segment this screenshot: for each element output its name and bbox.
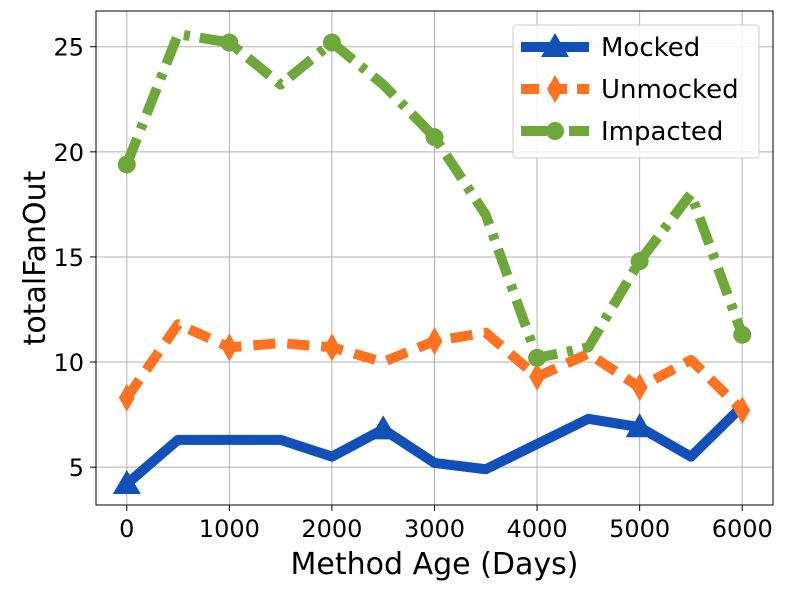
axis-ticks: 0 1000 2000 3000 4000 5000 6000 5 10 15 20 25 (53, 34, 772, 543)
legend: Mocked Unmocked Impacted (512, 24, 760, 159)
data-point (631, 373, 648, 402)
legend-marker (541, 33, 569, 57)
data-point (425, 128, 444, 147)
y-tick-label: 10 (53, 349, 84, 377)
data-point (118, 383, 135, 412)
series-mocked (112, 402, 746, 494)
y-tick-label: 20 (53, 139, 84, 167)
legend-marker (547, 75, 563, 103)
data-point (323, 333, 340, 362)
x-tick-label: 6000 (712, 515, 773, 543)
series-unmocked (118, 319, 751, 425)
data-point (625, 413, 654, 438)
data-point (733, 325, 752, 344)
legend-label: Unmocked (601, 75, 739, 105)
legend-box (512, 24, 760, 159)
data-point (528, 348, 547, 367)
series-impacted (117, 29, 752, 367)
x-tick-label: 3000 (404, 515, 465, 543)
y-axis-label: totalFanOut (18, 170, 53, 345)
legend-label: Impacted (601, 117, 723, 147)
data-point (369, 415, 398, 440)
data-point (630, 252, 649, 271)
legend-marker (546, 122, 564, 140)
x-tick-label: 4000 (507, 515, 568, 543)
legend-label: Mocked (601, 33, 700, 63)
x-axis-label: Method Age (Days) (291, 547, 579, 582)
x-tick-label: 2000 (301, 515, 362, 543)
series-layer (112, 29, 752, 494)
x-tick-label: 5000 (609, 515, 670, 543)
data-point (734, 396, 751, 425)
data-point (322, 33, 341, 52)
y-tick-label: 25 (53, 34, 84, 62)
legend-item-mocked: Mocked (521, 33, 700, 63)
y-tick-label: 15 (53, 244, 84, 272)
data-point (112, 469, 141, 494)
x-tick-label: 1000 (199, 515, 260, 543)
x-tick-label: 0 (119, 515, 134, 543)
legend-item-impacted: Impacted (521, 117, 723, 147)
y-tick-label: 5 (69, 454, 84, 482)
data-point (221, 333, 238, 362)
data-point (117, 155, 136, 174)
data-point (220, 33, 239, 52)
legend-item-unmocked: Unmocked (521, 75, 739, 105)
data-point (426, 327, 443, 356)
data-point (529, 362, 546, 391)
